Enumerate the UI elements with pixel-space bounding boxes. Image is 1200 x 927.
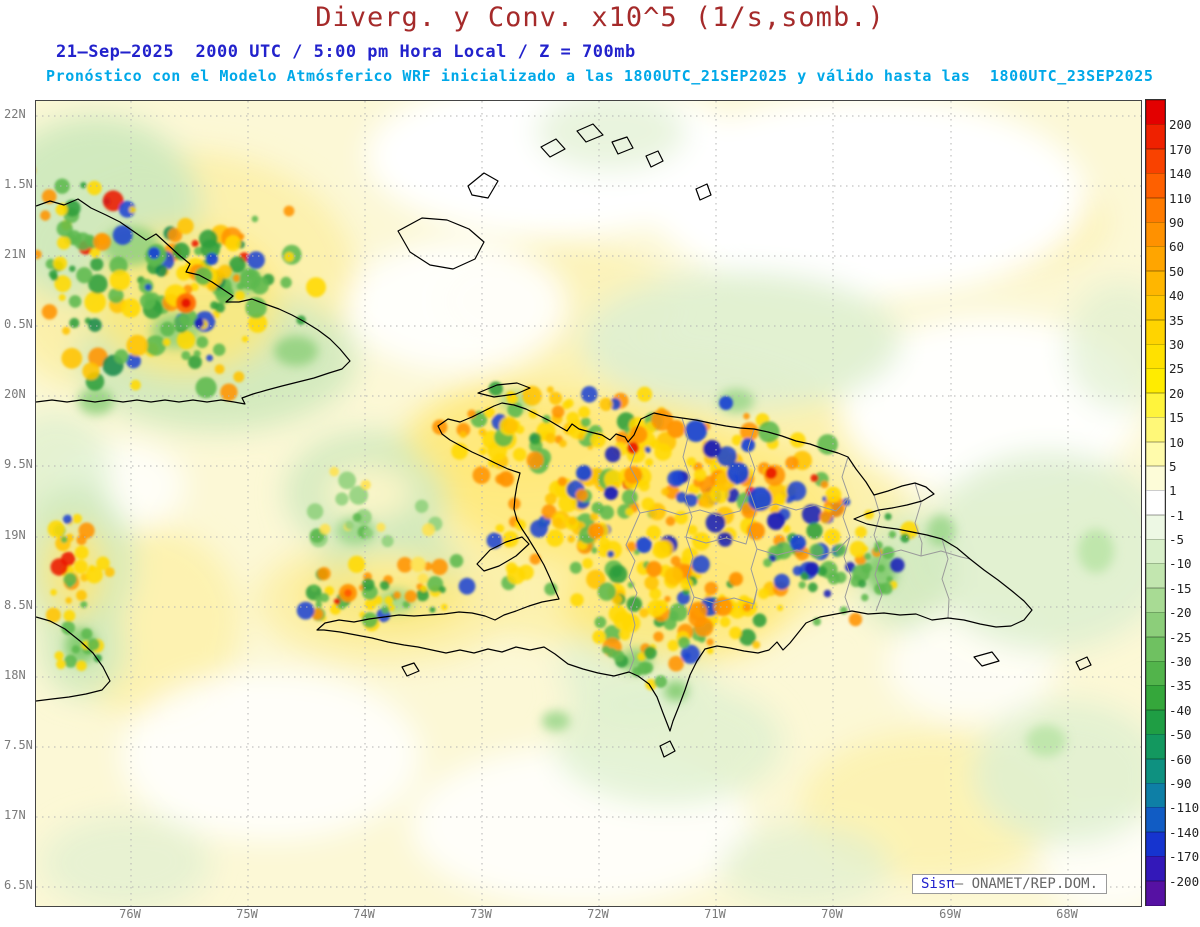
coastlines (36, 123, 1092, 758)
colorbar-tick-label: 170 (1169, 141, 1192, 157)
lon-tick-label: 68W (1056, 907, 1078, 921)
attribution-badge: Sisπ— ONAMET/REP.DOM. (912, 874, 1108, 894)
colorbar-segment (1146, 661, 1165, 687)
colorbar-tick-label: -50 (1169, 727, 1192, 743)
chart-datetime-subtitle: 21–Sep–2025 2000 UTC / 5:00 pm Hora Loca… (56, 42, 636, 62)
colorbar-segment (1146, 612, 1165, 638)
colorbar-tick-label: 40 (1169, 288, 1185, 304)
lon-tick-label: 72W (587, 907, 609, 921)
colorbar-segment (1146, 880, 1165, 906)
colorbar-tick-label: -35 (1169, 678, 1192, 694)
colorbar-tick-label: 30 (1169, 336, 1185, 352)
forecast-model-line: Pronóstico con el Modelo Atmósferico WRF… (46, 67, 1154, 85)
colorbar-tick-label: -10 (1169, 556, 1192, 572)
map-plot-area (35, 100, 1142, 907)
field-speckles (36, 178, 919, 691)
colorbar-segment (1146, 295, 1165, 321)
attribution-brand: Sisπ (921, 876, 955, 892)
chart-title: Diverg. y Conv. x10^5 (1/s,somb.) (315, 2, 885, 33)
colorbar-tick-label: 50 (1169, 263, 1185, 279)
lat-tick-label: 1.5N (4, 177, 33, 191)
lat-tick-label: 20N (4, 387, 26, 401)
colorbar-tick-label: -200 (1169, 873, 1200, 889)
grid-lines (36, 101, 1141, 906)
lon-tick-label: 75W (236, 907, 258, 921)
colorbar-segment (1146, 490, 1165, 516)
colorbar-segment (1146, 758, 1165, 784)
colorbar-segment (1146, 465, 1165, 491)
colorbar-tick-label: 25 (1169, 361, 1185, 377)
colorbar-tick-label: -90 (1169, 776, 1192, 792)
colorbar-tick-label: 90 (1169, 214, 1185, 230)
colorbar-tick-label: 110 (1169, 190, 1192, 206)
colorbar-segment (1146, 856, 1165, 882)
colorbar-segment (1146, 343, 1165, 369)
lat-tick-label: 21N (4, 247, 26, 261)
colorbar-segment (1146, 124, 1165, 150)
province-borders (625, 417, 971, 673)
colorbar-segment (1146, 563, 1165, 589)
colorbar-segment (1146, 441, 1165, 467)
colorbar-tick-label: -40 (1169, 702, 1192, 718)
colorbar-segment (1146, 197, 1165, 223)
colorbar-tick-label: -110 (1169, 800, 1200, 816)
colorbar-segment (1146, 368, 1165, 394)
colorbar-segment (1146, 807, 1165, 833)
colorbar-tick-label: -1 (1169, 507, 1185, 523)
colorbar-segment (1146, 148, 1165, 174)
lon-tick-label: 69W (939, 907, 961, 921)
colorbar-tick-label: 5 (1169, 458, 1177, 474)
colorbar-segment (1146, 173, 1165, 199)
lat-tick-label: 9.5N (4, 457, 33, 471)
colorbar-tick-label: 10 (1169, 434, 1185, 450)
lon-tick-label: 74W (353, 907, 375, 921)
lat-tick-label: 19N (4, 528, 26, 542)
colorbar-segment (1146, 685, 1165, 711)
colorbar-segment (1146, 734, 1165, 760)
colorbar-tick-label: 1 (1169, 483, 1177, 499)
colorbar-tick-label: -170 (1169, 849, 1200, 865)
colorbar-tick-label: 35 (1169, 312, 1185, 328)
colorbar-segment (1146, 709, 1165, 735)
colorbar-segment (1146, 587, 1165, 613)
colorbar-segment (1146, 417, 1165, 443)
colorbar-segment (1146, 246, 1165, 272)
lat-tick-label: 7.5N (4, 738, 33, 752)
colorbar-tick-label: -30 (1169, 654, 1192, 670)
colorbar-segment (1146, 100, 1165, 125)
lat-tick-label: 22N (4, 107, 26, 121)
colorbar-segment (1146, 831, 1165, 857)
lat-tick-label: 0.5N (4, 317, 33, 331)
colorbar-tick-label: 200 (1169, 117, 1192, 133)
colorbar-tick-label: -60 (1169, 751, 1192, 767)
colorbar-tick-label: -5 (1169, 532, 1185, 548)
colorbar-segment (1146, 319, 1165, 345)
lat-tick-label: 18N (4, 668, 26, 682)
colorbar-tick-label: -20 (1169, 605, 1192, 621)
lon-tick-label: 71W (704, 907, 726, 921)
attribution-text: — ONAMET/REP.DOM. (954, 876, 1099, 892)
colorbar-tick-label: -25 (1169, 629, 1192, 645)
lon-tick-label: 73W (470, 907, 492, 921)
lon-tick-label: 70W (821, 907, 843, 921)
lon-tick-label: 76W (119, 907, 141, 921)
colorbar-tick-label: 20 (1169, 385, 1185, 401)
lat-tick-label: 17N (4, 808, 26, 822)
colorbar-segment (1146, 514, 1165, 540)
colorbar-segment (1146, 392, 1165, 418)
colorbar-tick-label: 140 (1169, 166, 1192, 182)
lat-tick-label: 8.5N (4, 598, 33, 612)
colorbar-segment (1146, 539, 1165, 565)
colorbar-tick-label: 15 (1169, 410, 1185, 426)
divergence-field-canvas (36, 101, 1141, 906)
colorbar-segment (1146, 270, 1165, 296)
colorbar-tick-label: -15 (1169, 580, 1192, 596)
colorbar-tick-label: 60 (1169, 239, 1185, 255)
colorbar-segment (1146, 221, 1165, 247)
colorbar-segment (1146, 636, 1165, 662)
colorbar-segment (1146, 783, 1165, 808)
colorbar-tick-label: -140 (1169, 824, 1200, 840)
lat-tick-label: 6.5N (4, 878, 33, 892)
